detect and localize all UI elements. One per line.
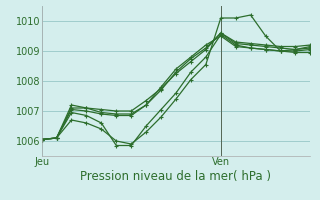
X-axis label: Pression niveau de la mer( hPa ): Pression niveau de la mer( hPa ) [81, 170, 271, 183]
